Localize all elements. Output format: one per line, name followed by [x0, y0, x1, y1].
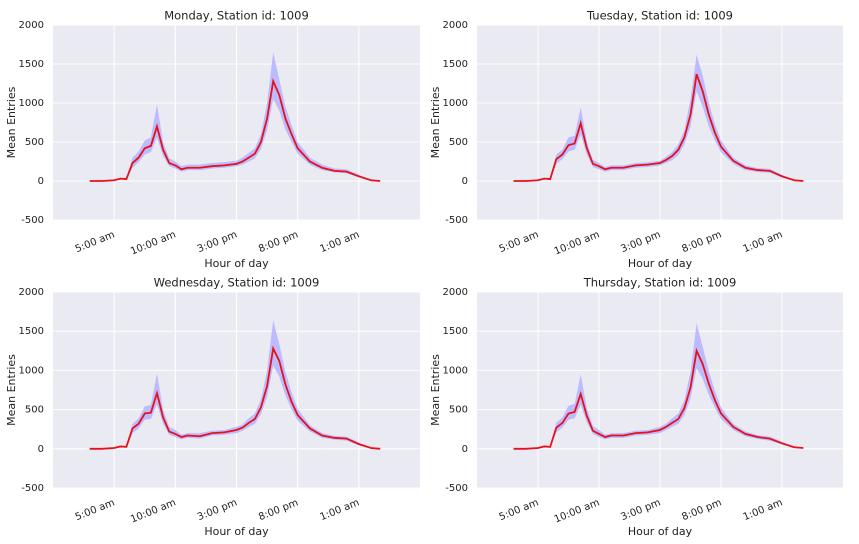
y-tick-label: 500: [449, 137, 468, 148]
y-tick-label: -500: [445, 215, 468, 226]
y-tick-label: 500: [449, 405, 468, 416]
y-tick-label: 1500: [19, 326, 44, 337]
line: [513, 73, 804, 182]
y-tick-label: 1500: [443, 59, 468, 70]
y-tick-label: 2000: [443, 287, 468, 298]
x-axis-label: Hour of day: [204, 257, 269, 270]
y-tick-label: 0: [38, 444, 44, 455]
x-tick-label: 10:00 am: [129, 497, 178, 525]
y-axis-label: Mean Entries: [429, 86, 442, 158]
x-axis-label: Hour of day: [628, 525, 693, 538]
x-tick-label: 5:00 am: [498, 497, 541, 523]
x-tick-label: 8:00 pm: [257, 229, 300, 255]
chart-title: Thursday, Station id: 1009: [583, 276, 737, 290]
x-tick-label: 10:00 am: [553, 229, 602, 257]
subplot: Wednesday, Station id: 1009 -500 0 500 1000 1…: [5, 276, 420, 538]
x-tick-label: 8:00 pm: [680, 229, 723, 255]
y-tick-label: -500: [21, 215, 44, 226]
x-tick-label: 1:00 am: [318, 497, 361, 523]
y-tick-label: -500: [21, 483, 44, 494]
y-tick-label: 1000: [443, 365, 468, 376]
y-tick-label: 2000: [19, 287, 44, 298]
x-tick-label: 3:00 pm: [619, 229, 662, 255]
confidence-band: [513, 323, 804, 449]
y-tick-label: 1000: [19, 365, 44, 376]
y-tick-label: 1500: [19, 59, 44, 70]
x-tick-label: 1:00 am: [742, 229, 785, 255]
x-tick-label: 1:00 am: [318, 229, 361, 255]
subplot: Tuesday, Station id: 1009 -500 0 500 1000 150…: [429, 9, 843, 270]
y-tick-label: 500: [25, 405, 44, 416]
x-tick-label: 3:00 pm: [196, 497, 239, 523]
y-tick-label: -500: [445, 483, 468, 494]
x-tick-label: 3:00 pm: [619, 497, 662, 523]
x-tick-label: 5:00 am: [74, 497, 117, 523]
y-tick-label: 0: [462, 176, 468, 187]
y-tick-label: 1000: [19, 98, 44, 109]
line: [89, 345, 381, 450]
y-tick-label: 500: [25, 137, 44, 148]
y-axis-label: Mean Entries: [5, 86, 18, 158]
line: [513, 347, 804, 450]
y-tick-label: 1000: [443, 98, 468, 109]
y-axis-label: Mean Entries: [5, 354, 18, 426]
x-tick-label: 10:00 am: [129, 229, 178, 257]
chart-title: Tuesday, Station id: 1009: [586, 9, 733, 23]
y-tick-label: 2000: [19, 20, 44, 31]
confidence-band: [513, 54, 804, 181]
x-tick-label: 5:00 am: [74, 229, 117, 255]
y-tick-label: 0: [38, 176, 44, 187]
x-tick-label: 3:00 pm: [196, 229, 239, 255]
subplot: Thursday, Station id: 1009 -500 0 500 1000 15…: [429, 276, 843, 538]
x-axis-label: Hour of day: [204, 525, 269, 538]
chart-title: Wednesday, Station id: 1009: [154, 276, 320, 290]
y-tick-label: 1500: [443, 326, 468, 337]
chart-title: Monday, Station id: 1009: [164, 9, 309, 23]
y-tick-label: 2000: [443, 20, 468, 31]
x-tick-label: 1:00 am: [742, 497, 785, 523]
y-axis-label: Mean Entries: [429, 354, 442, 426]
x-axis-label: Hour of day: [628, 257, 693, 270]
x-tick-label: 5:00 am: [498, 229, 541, 255]
subplot: Monday, Station id: 1009 -500 0 500 1000 1500…: [5, 9, 420, 270]
y-tick-label: 0: [462, 444, 468, 455]
x-tick-label: 10:00 am: [553, 497, 602, 525]
x-tick-label: 8:00 pm: [257, 497, 300, 523]
line: [89, 77, 381, 182]
x-tick-label: 8:00 pm: [680, 497, 723, 523]
